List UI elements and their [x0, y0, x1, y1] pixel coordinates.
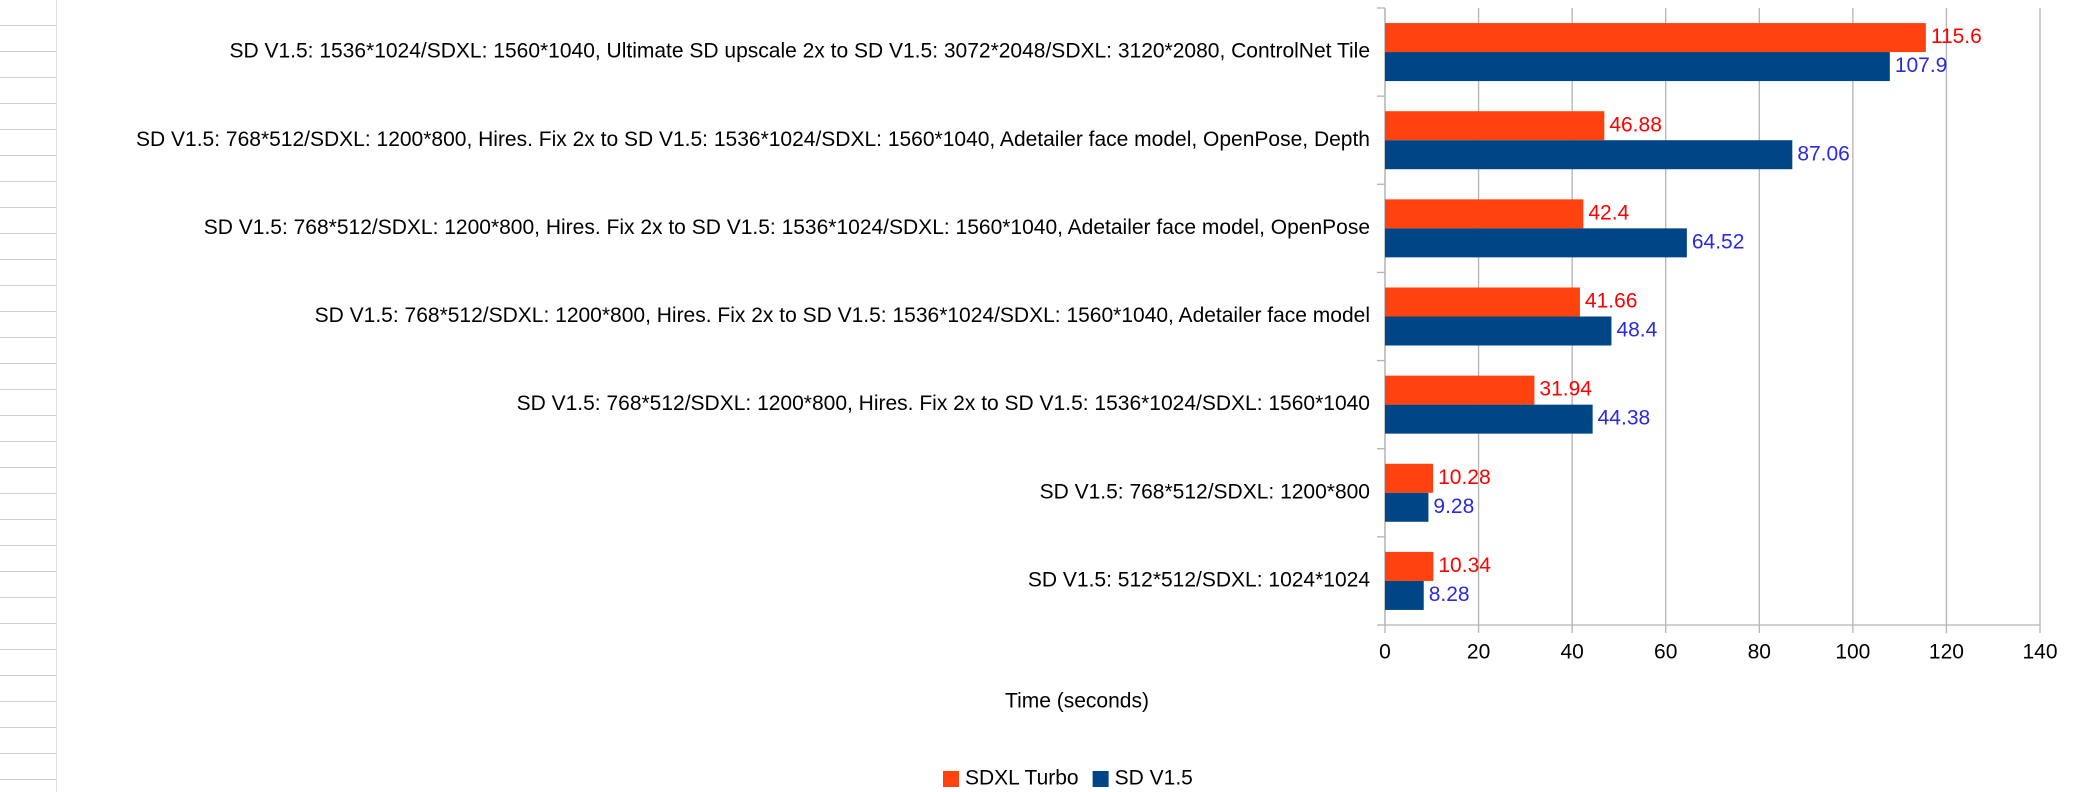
y-tick-label: SD V1.5: 512*512/SDXL: 1024*1024 — [1028, 568, 1370, 591]
x-axis-label: Time (seconds) — [1005, 690, 1149, 713]
y-tick-label: SD V1.5: 1536*1024/SDXL: 1560*1040, Ulti… — [229, 40, 1370, 63]
data-label: 64.52 — [1692, 230, 1745, 253]
x-tick-label: 60 — [1654, 641, 1677, 664]
spreadsheet-rows — [0, 0, 57, 792]
x-tick-label: 100 — [1835, 641, 1870, 664]
bar — [1385, 140, 1793, 170]
data-label: 10.28 — [1438, 466, 1491, 489]
legend-swatch — [1092, 771, 1109, 787]
x-tick-label: 20 — [1467, 641, 1490, 664]
data-label: 48.4 — [1616, 319, 1657, 342]
bar — [1385, 580, 1424, 610]
y-tick-label: SD V1.5: 768*512/SDXL: 1200*800, Hires. … — [517, 392, 1370, 415]
data-label: 8.28 — [1429, 583, 1470, 606]
bar — [1385, 375, 1535, 405]
legend-label: SD V1.5 — [1115, 767, 1193, 790]
bar — [1385, 228, 1687, 258]
data-label: 9.28 — [1433, 495, 1474, 518]
bar — [1385, 52, 1890, 82]
data-label: 87.06 — [1797, 142, 1850, 165]
bar — [1385, 551, 1434, 581]
bar — [1385, 463, 1434, 493]
data-label: 41.66 — [1585, 290, 1638, 313]
data-label: 107.9 — [1895, 54, 1948, 77]
bar — [1385, 111, 1605, 141]
legend-label: SDXL Turbo — [965, 767, 1079, 790]
bar — [1385, 199, 1584, 229]
bar — [1385, 404, 1593, 434]
x-tick-label: 0 — [1379, 641, 1391, 664]
bar — [1385, 316, 1612, 346]
x-tick-label: 140 — [2022, 641, 2057, 664]
y-tick-label: SD V1.5: 768*512/SDXL: 1200*800, Hires. … — [204, 216, 1370, 239]
legend-swatch — [943, 771, 959, 787]
data-label: 10.34 — [1438, 554, 1491, 577]
data-label: 42.4 — [1588, 201, 1629, 224]
data-label: 115.6 — [1931, 25, 1982, 48]
bar — [1385, 492, 1429, 522]
data-label: 31.94 — [1539, 378, 1592, 401]
x-tick-label: 80 — [1748, 641, 1771, 664]
data-label: 44.38 — [1598, 407, 1651, 430]
y-tick-label: SD V1.5: 768*512/SDXL: 1200*800, Hires. … — [136, 128, 1370, 151]
y-tick-label: SD V1.5: 768*512/SDXL: 1200*800 — [1040, 480, 1370, 503]
y-tick-label: SD V1.5: 768*512/SDXL: 1200*800, Hires. … — [315, 304, 1370, 327]
bar — [1385, 287, 1580, 317]
data-label: 46.88 — [1609, 113, 1662, 136]
x-tick-label: 40 — [1560, 641, 1583, 664]
x-tick-label: 120 — [1929, 641, 1964, 664]
bar — [1385, 23, 1926, 53]
